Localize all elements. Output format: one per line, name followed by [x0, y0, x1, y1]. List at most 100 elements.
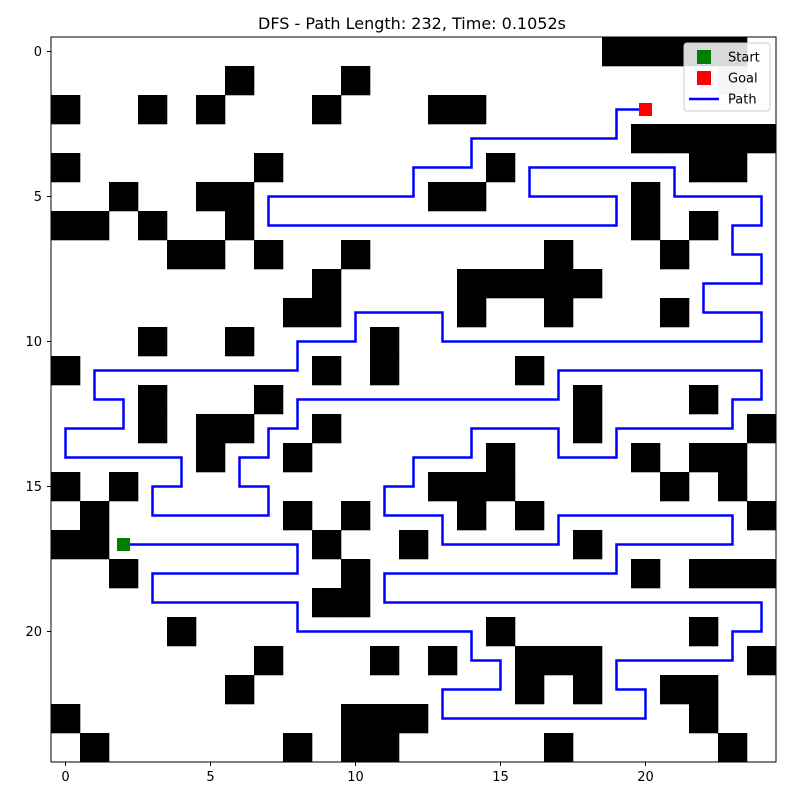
wall-cell-44: [515, 269, 545, 299]
wall-cell-41: [312, 269, 342, 299]
wall-cell-1: [631, 37, 661, 67]
wall-cell-98: [747, 559, 777, 589]
wall-cell-102: [486, 617, 516, 647]
wall-cell-25: [225, 182, 255, 212]
wall-cell-13: [631, 124, 661, 154]
wall-cell-83: [283, 501, 313, 531]
wall-cell-27: [457, 182, 487, 212]
wall-cell-125: [544, 733, 574, 763]
wall-cell-68: [747, 414, 777, 444]
wall-cell-42: [457, 269, 487, 299]
wall-cell-112: [515, 675, 545, 705]
wall-cell-14: [660, 124, 690, 154]
wall-cell-45: [544, 269, 574, 299]
wall-cell-121: [80, 733, 110, 763]
start-marker: [117, 538, 130, 551]
wall-cell-35: [167, 240, 197, 270]
wall-cell-97: [718, 559, 748, 589]
wall-cell-79: [486, 472, 516, 502]
wall-cell-0: [602, 37, 632, 67]
wall-cell-39: [544, 240, 574, 270]
wall-cell-67: [573, 414, 603, 444]
x-tick-label-15: 15: [492, 770, 509, 785]
wall-cell-17: [747, 124, 777, 154]
wall-cell-91: [399, 530, 429, 560]
wall-cell-119: [399, 704, 429, 734]
wall-cell-117: [341, 704, 371, 734]
x-tick-label-0: 0: [61, 770, 69, 785]
wall-cell-29: [51, 211, 81, 241]
wall-cell-22: [718, 153, 748, 183]
wall-cell-61: [573, 385, 603, 415]
wall-cell-69: [196, 443, 226, 473]
wall-cell-103: [689, 617, 719, 647]
wall-cell-55: [51, 356, 81, 386]
wall-cell-23: [109, 182, 139, 212]
wall-cell-10: [312, 95, 342, 125]
wall-cell-105: [370, 646, 400, 676]
wall-cell-80: [660, 472, 690, 502]
wall-cell-9: [196, 95, 226, 125]
legend-goal-swatch: [697, 71, 711, 85]
legend-label-goal: Goal: [728, 72, 758, 87]
wall-cell-11: [428, 95, 458, 125]
goal-marker: [639, 103, 652, 116]
wall-cell-28: [631, 182, 661, 212]
wall-cell-106: [428, 646, 458, 676]
wall-cell-93: [109, 559, 139, 589]
wall-cell-82: [80, 501, 110, 531]
y-tick-label-10: 10: [25, 335, 42, 350]
wall-cell-95: [631, 559, 661, 589]
wall-cell-46: [573, 269, 603, 299]
wall-cell-40: [660, 240, 690, 270]
wall-cell-33: [631, 211, 661, 241]
legend-label-start: Start: [728, 51, 760, 66]
wall-cell-86: [515, 501, 545, 531]
wall-cell-122: [283, 733, 313, 763]
wall-cell-99: [312, 588, 342, 618]
plot-area: [50, 36, 777, 763]
wall-cell-85: [457, 501, 487, 531]
wall-cell-77: [428, 472, 458, 502]
wall-cell-24: [196, 182, 226, 212]
wall-cell-26: [428, 182, 458, 212]
wall-cell-115: [689, 675, 719, 705]
wall-cell-104: [254, 646, 284, 676]
wall-cell-126: [718, 733, 748, 763]
wall-cell-73: [689, 443, 719, 473]
wall-cell-8: [138, 95, 168, 125]
chart-title: DFS - Path Length: 232, Time: 0.1052s: [258, 14, 566, 33]
wall-cell-20: [486, 153, 516, 183]
wall-cell-48: [312, 298, 342, 328]
wall-cell-58: [515, 356, 545, 386]
wall-cell-60: [254, 385, 284, 415]
maze-cells: [51, 37, 777, 763]
x-axis: 0 5 10 15 20: [61, 762, 654, 785]
wall-cell-81: [718, 472, 748, 502]
wall-cell-59: [138, 385, 168, 415]
wall-cell-34: [689, 211, 719, 241]
wall-cell-30: [80, 211, 110, 241]
wall-cell-15: [689, 124, 719, 154]
y-tick-label-20: 20: [25, 625, 42, 640]
wall-cell-84: [341, 501, 371, 531]
wall-cell-18: [51, 153, 81, 183]
wall-cell-108: [544, 646, 574, 676]
wall-cell-36: [196, 240, 226, 270]
wall-cell-110: [747, 646, 777, 676]
wall-cell-72: [631, 443, 661, 473]
wall-cell-76: [109, 472, 139, 502]
wall-cell-65: [225, 414, 255, 444]
path-line: [64, 108, 763, 720]
wall-cell-118: [370, 704, 400, 734]
legend-start-swatch: [697, 50, 711, 64]
wall-cell-116: [51, 704, 81, 734]
y-tick-label-15: 15: [25, 480, 42, 495]
x-tick-label-20: 20: [637, 770, 654, 785]
wall-cell-78: [457, 472, 487, 502]
wall-cell-57: [370, 356, 400, 386]
wall-cell-101: [167, 617, 197, 647]
legend: Start Goal Path: [683, 42, 771, 112]
wall-cell-63: [138, 414, 168, 444]
